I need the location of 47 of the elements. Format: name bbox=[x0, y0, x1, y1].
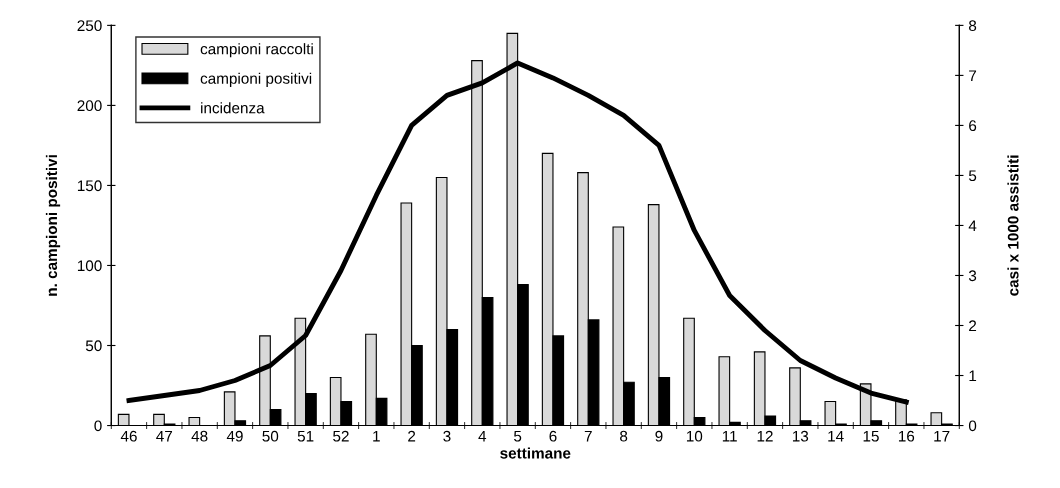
x-tick-label: 9 bbox=[655, 430, 663, 442]
y-tick-label: 250 bbox=[77, 20, 102, 32]
bar bbox=[188, 416, 201, 426]
x-tick-label: 13 bbox=[792, 430, 809, 442]
y2-tick-label: 6 bbox=[969, 120, 977, 132]
legend-label: campioni raccolti bbox=[200, 43, 313, 58]
y-tick-label: 150 bbox=[77, 180, 102, 192]
x-tick-label: 51 bbox=[297, 430, 314, 442]
y2-tick-label: 1 bbox=[969, 370, 977, 382]
bar bbox=[117, 413, 130, 426]
y2-tick-label: 7 bbox=[969, 70, 977, 81]
x-tick-label: 52 bbox=[333, 430, 349, 442]
y2-tick-label: 8 bbox=[968, 20, 977, 32]
y-tick-label: 200 bbox=[77, 100, 102, 112]
x-tick-label: 2 bbox=[408, 430, 416, 442]
y-tick-label: 50 bbox=[85, 340, 102, 352]
x-tick-label: 16 bbox=[898, 430, 915, 442]
legend-label: campioni positivi bbox=[200, 72, 312, 87]
y2-tick-label: 3 bbox=[968, 270, 977, 282]
x-tick-label: 47 bbox=[156, 430, 173, 442]
x-tick-label: 7 bbox=[584, 430, 592, 442]
y2-tick-label: 2 bbox=[969, 320, 977, 332]
x-tick-label: 3 bbox=[443, 430, 451, 442]
y-tick-label: 100 bbox=[77, 260, 102, 272]
x-tick-label: 6 bbox=[549, 430, 557, 442]
y2-tick-label: 4 bbox=[968, 220, 977, 231]
legend-label: incidenza bbox=[201, 102, 265, 114]
x-tick-label: 14 bbox=[828, 430, 844, 442]
y-tick-label: 0 bbox=[94, 420, 102, 432]
x-tick-label: 15 bbox=[863, 430, 879, 442]
x-axis-title: settimane bbox=[500, 447, 571, 459]
x-tick-label: 10 bbox=[686, 430, 703, 442]
x-tick-label: 8 bbox=[620, 430, 628, 442]
y2-axis-title: casi x 1000 assistiti bbox=[1007, 155, 1019, 296]
y-axis-title: n. campioni positivi bbox=[45, 155, 61, 296]
x-tick-label: 46 bbox=[120, 430, 137, 442]
x-tick-label: 49 bbox=[226, 430, 243, 442]
x-tick-label: 5 bbox=[514, 430, 522, 442]
x-tick-label: 4 bbox=[478, 430, 487, 442]
x-tick-label: 11 bbox=[722, 430, 737, 442]
x-tick-label: 48 bbox=[191, 430, 208, 442]
x-tick-label: 50 bbox=[262, 430, 279, 442]
x-tick-label: 17 bbox=[934, 430, 950, 442]
y2-tick-label: 0 bbox=[968, 420, 977, 432]
x-tick-label: 1 bbox=[373, 430, 380, 442]
x-tick-label: 12 bbox=[757, 430, 773, 442]
y2-tick-label: 5 bbox=[968, 170, 977, 182]
